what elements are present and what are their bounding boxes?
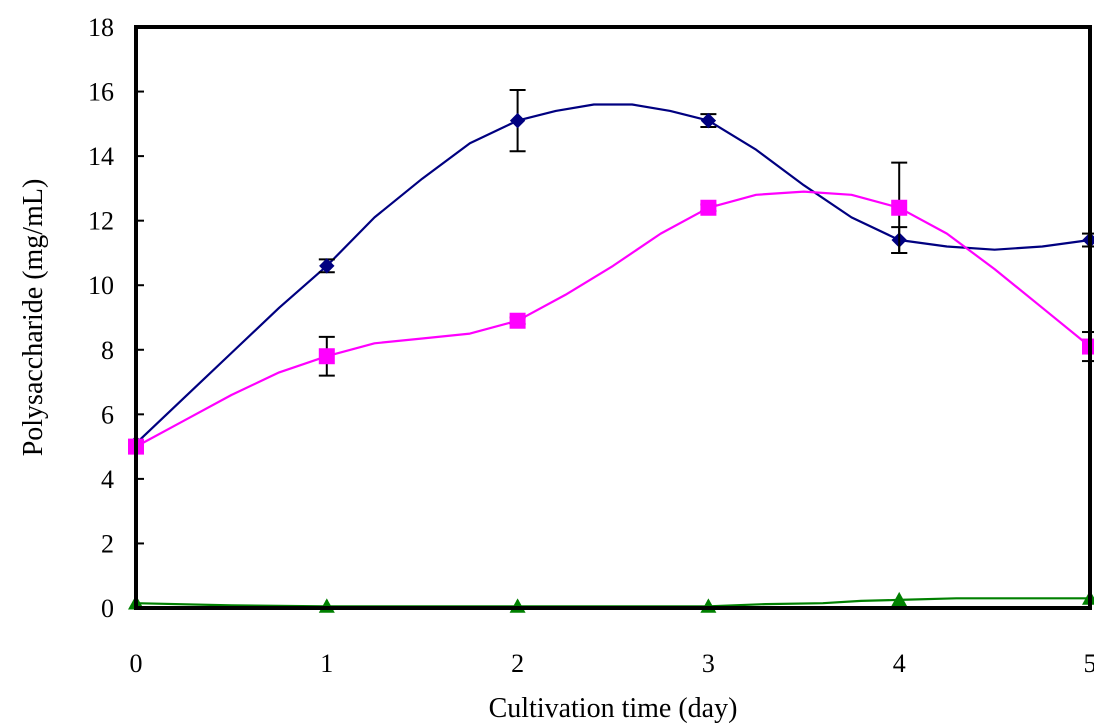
data-point-triangle: [891, 591, 908, 607]
series-line: [135, 103, 1091, 445]
y-tick-label: 8: [101, 336, 114, 365]
x-tick-label: 5: [1084, 649, 1094, 678]
series-diamond: [128, 88, 1094, 452]
data-point-square: [509, 312, 526, 329]
y-axis-title: Polysaccharide (mg/mL): [18, 179, 49, 457]
data-point-square: [700, 199, 717, 216]
y-tick-label: 10: [88, 271, 114, 300]
x-tick-label: 3: [702, 649, 715, 678]
y-tick-label: 2: [101, 529, 114, 558]
plot-area-frame: [134, 25, 1092, 610]
series-line: [135, 597, 1090, 608]
x-axis-title: Cultivation time (day): [489, 693, 738, 723]
y-tick-label: 4: [101, 465, 114, 494]
y-tick-label: 6: [101, 400, 114, 429]
y-tick-label: 16: [88, 78, 114, 107]
x-tick-label: 4: [893, 649, 906, 678]
data-point-square: [891, 199, 908, 216]
y-tick-label: 12: [88, 207, 114, 236]
x-tick-label: 1: [320, 649, 333, 678]
data-point-square: [318, 348, 335, 365]
y-tick-label: 14: [88, 142, 114, 171]
series-square: [128, 161, 1094, 455]
y-tick-label: 18: [88, 13, 114, 42]
series-line: [135, 190, 1091, 448]
data-point-diamond: [700, 112, 717, 129]
data-point-diamond: [509, 112, 526, 129]
x-tick-label: 2: [511, 649, 524, 678]
x-tick-label: 0: [130, 649, 143, 678]
series-group: [128, 88, 1094, 613]
y-tick-label: 0: [101, 594, 114, 623]
data-point-diamond: [319, 258, 335, 274]
